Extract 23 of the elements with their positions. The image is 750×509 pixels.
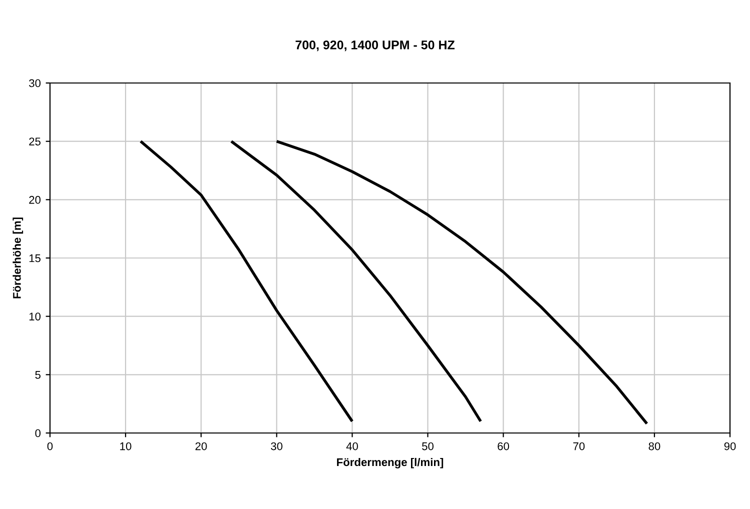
y-axis-title: Förderhöhe [m] xyxy=(12,218,24,298)
line-series xyxy=(275,140,648,426)
x-tick-label: 10 xyxy=(120,442,132,450)
x-tick-label: 0 xyxy=(47,442,53,450)
x-tick-label: 90 xyxy=(724,442,736,450)
y-tick-label: 25 xyxy=(29,138,41,146)
x-tick-label: 60 xyxy=(498,442,510,450)
y-tick-label: 0 xyxy=(35,429,41,438)
y-tick-label: 30 xyxy=(29,79,41,88)
x-axis-title: Fördermenge [l/min] xyxy=(337,458,444,468)
line-series xyxy=(230,140,482,423)
y-tick-label: 10 xyxy=(29,312,41,320)
x-tick-label: 70 xyxy=(573,442,585,450)
x-tick-label: 40 xyxy=(346,442,358,450)
line-series xyxy=(139,140,354,423)
y-tick-label: 15 xyxy=(29,254,41,262)
x-tick-label: 80 xyxy=(648,442,660,450)
y-tick-label: 5 xyxy=(35,371,41,379)
x-tick-label: 30 xyxy=(270,442,282,450)
x-tick-label: 20 xyxy=(195,442,207,450)
y-tick-label: 20 xyxy=(29,196,41,204)
x-tick-label: 50 xyxy=(422,442,434,450)
chart-title: 700, 920, 1400 UPM - 50 HZ xyxy=(296,40,455,52)
